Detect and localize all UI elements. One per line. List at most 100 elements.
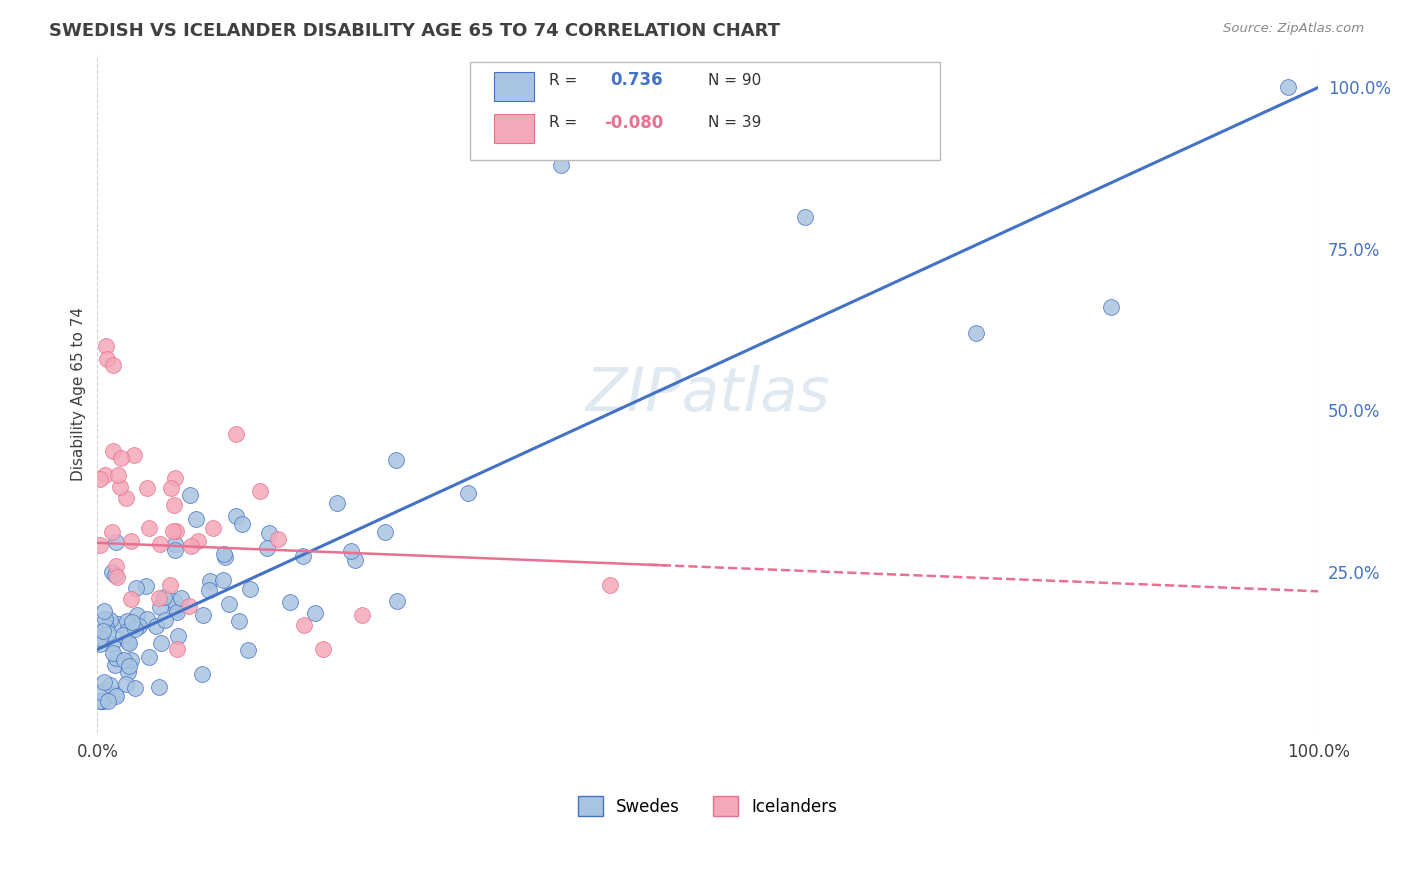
Point xyxy=(89,637,111,651)
Point xyxy=(93,674,115,689)
Text: SWEDISH VS ICELANDER DISABILITY AGE 65 TO 74 CORRELATION CHART: SWEDISH VS ICELANDER DISABILITY AGE 65 T… xyxy=(49,22,780,40)
Point xyxy=(103,646,125,660)
Point xyxy=(148,680,170,694)
Point xyxy=(97,694,120,708)
Point xyxy=(231,516,253,531)
Point xyxy=(794,210,817,224)
Point xyxy=(120,652,142,666)
Point xyxy=(89,539,111,553)
Text: 0.736: 0.736 xyxy=(610,71,662,89)
Point xyxy=(312,641,335,656)
Point xyxy=(965,326,987,340)
Point xyxy=(101,637,124,651)
Point xyxy=(94,620,117,634)
Point xyxy=(127,607,149,622)
Point xyxy=(1099,300,1122,314)
Point xyxy=(228,614,250,628)
Point xyxy=(104,558,127,573)
Point xyxy=(304,606,326,620)
Point xyxy=(385,453,408,467)
Point xyxy=(292,618,315,632)
Point xyxy=(97,625,120,640)
Point xyxy=(599,578,621,592)
Point xyxy=(138,650,160,665)
Point xyxy=(120,592,142,607)
Point xyxy=(103,567,125,582)
Point xyxy=(94,339,117,353)
Point xyxy=(267,533,290,547)
Point xyxy=(239,582,262,596)
Point xyxy=(136,612,159,626)
Point xyxy=(107,616,129,631)
Point xyxy=(125,581,148,595)
Point xyxy=(112,653,135,667)
FancyBboxPatch shape xyxy=(470,62,939,161)
Point xyxy=(212,573,235,587)
Point xyxy=(218,597,240,611)
Point xyxy=(98,678,121,692)
Point xyxy=(104,657,127,672)
Point xyxy=(256,541,278,555)
Point xyxy=(122,448,145,462)
Point xyxy=(257,526,280,541)
Point xyxy=(115,624,138,639)
Point xyxy=(149,537,172,551)
Point xyxy=(212,548,235,562)
Point xyxy=(90,685,112,699)
Point xyxy=(165,537,187,551)
Point xyxy=(350,608,373,623)
FancyBboxPatch shape xyxy=(494,114,534,143)
Point xyxy=(291,549,314,564)
Point xyxy=(91,624,114,639)
Point xyxy=(457,486,479,500)
Point xyxy=(153,591,176,605)
Point xyxy=(148,591,170,605)
Point xyxy=(114,677,136,691)
Point xyxy=(149,599,172,614)
Point xyxy=(105,570,128,584)
Point xyxy=(159,578,181,592)
Point xyxy=(115,614,138,628)
Point xyxy=(191,666,214,681)
Point xyxy=(104,687,127,701)
Point xyxy=(105,651,128,665)
Point xyxy=(162,524,184,538)
Point xyxy=(103,443,125,458)
Point xyxy=(184,512,207,526)
Point xyxy=(145,619,167,633)
Point xyxy=(177,599,200,614)
Point xyxy=(91,694,114,708)
Text: N = 39: N = 39 xyxy=(707,115,761,130)
Text: R =: R = xyxy=(550,73,582,87)
Point xyxy=(167,629,190,643)
Point xyxy=(105,690,128,704)
Point xyxy=(118,658,141,673)
Point xyxy=(117,665,139,679)
Point xyxy=(104,534,127,549)
Point xyxy=(98,613,121,627)
Point xyxy=(374,525,396,540)
Point xyxy=(214,549,236,564)
Y-axis label: Disability Age 65 to 74: Disability Age 65 to 74 xyxy=(72,307,86,482)
Point xyxy=(100,524,122,539)
Point xyxy=(118,636,141,650)
Point xyxy=(89,631,111,645)
Point xyxy=(124,681,146,695)
Point xyxy=(198,574,221,589)
Point xyxy=(135,579,157,593)
Point xyxy=(278,595,301,609)
Point xyxy=(249,483,271,498)
Point xyxy=(165,524,187,538)
Point xyxy=(94,612,117,626)
Text: -0.080: -0.080 xyxy=(605,113,664,132)
Point xyxy=(165,543,187,558)
Point xyxy=(166,606,188,620)
Point xyxy=(1277,80,1299,95)
Point xyxy=(110,450,132,465)
Point xyxy=(128,618,150,632)
Point xyxy=(117,635,139,649)
Point xyxy=(385,594,408,608)
Point xyxy=(115,491,138,505)
Point xyxy=(138,521,160,535)
Point xyxy=(153,613,176,627)
